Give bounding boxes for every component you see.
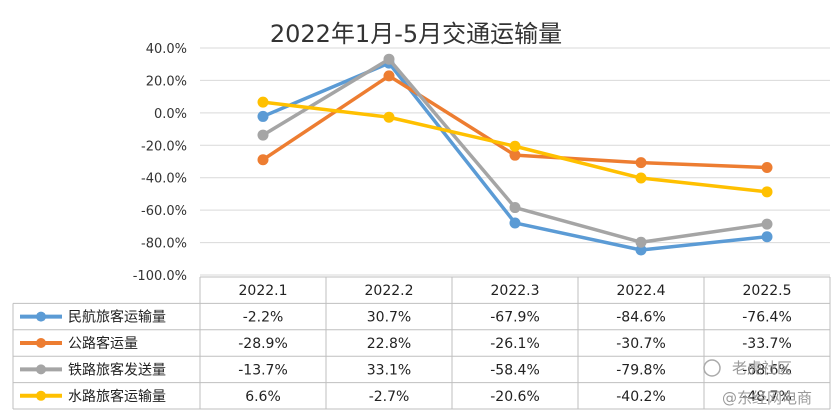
data-table-cell: -79.8% [616, 362, 666, 378]
y-tick-label: 0.0% [154, 107, 187, 122]
data-table-header: 2022.1 2022.2 2022.3 2022.4 2022.5 [239, 283, 792, 299]
data-point [257, 154, 269, 166]
data-point [635, 172, 647, 184]
watermark-logo-icon [703, 359, 721, 377]
x-category-label: 2022.4 [617, 283, 666, 299]
data-table-cell: -13.7% [238, 362, 288, 378]
x-category-label: 2022.5 [743, 283, 792, 299]
data-point [509, 149, 521, 161]
data-table-rows: 民航旅客运输量 -2.2% 30.7% -67.9% -84.6% -76.4% 公路客运量… [20, 309, 792, 405]
data-point [635, 236, 647, 248]
data-point [509, 202, 521, 214]
legend-key-marker [36, 311, 46, 322]
y-tick-label: -80.0% [141, 237, 187, 252]
y-axis-ticks: 40.0% 20.0% 0.0% -20.0% -40.0% -60.0% -80.0% -1… [133, 42, 187, 284]
data-point [383, 111, 395, 123]
plot-series [257, 53, 773, 256]
x-category-label: 2022.1 [239, 283, 288, 299]
data-point [383, 53, 395, 65]
legend-key-marker [36, 338, 46, 348]
data-point [761, 161, 773, 173]
data-table-cell: -68.6% [742, 362, 792, 378]
data-point [509, 217, 521, 229]
data-table-cell: -28.9% [238, 336, 288, 352]
data-table-cell: -26.1% [490, 336, 540, 352]
data-point [257, 129, 269, 141]
x-category-label: 2022.3 [491, 283, 540, 299]
data-table-cell: -20.6% [490, 389, 540, 405]
data-table-cell: -84.6% [616, 310, 666, 326]
data-point [257, 96, 269, 108]
legend-series-name: 民航旅客运输量 [68, 309, 166, 326]
data-point [257, 110, 269, 122]
watermark: 老虎社区 @东经网电商 [703, 359, 812, 407]
y-tick-label: -20.0% [141, 139, 187, 154]
y-tick-label: -100.0% [133, 269, 187, 284]
data-table-cell: -67.9% [490, 310, 540, 326]
data-table-cell: 22.8% [367, 336, 411, 352]
data-table-grid [12, 276, 831, 410]
data-table-cell: -76.4% [742, 310, 792, 326]
y-tick-label: 20.0% [146, 74, 187, 89]
data-table-cell: -40.2% [616, 389, 666, 405]
data-point [383, 70, 395, 82]
data-point [761, 218, 773, 230]
legend-series-name: 水路旅客运输量 [68, 388, 166, 405]
chart-title: 2022年1月-5月交通运输量 [270, 20, 562, 48]
data-point [509, 140, 521, 152]
data-table-cell: -2.7% [369, 389, 410, 405]
data-table-cell: -48.7% [742, 389, 792, 405]
data-table-cell: -58.4% [490, 362, 540, 378]
data-table-cell: -2.2% [243, 310, 284, 326]
data-table-cell: 6.6% [245, 389, 281, 405]
data-table-cell: -30.7% [616, 336, 666, 352]
data-table-cell: 30.7% [367, 310, 411, 326]
watermark-handle: @东经网电商 [722, 389, 812, 407]
legend-key-marker [36, 364, 46, 375]
data-point [761, 231, 773, 243]
y-tick-label: -60.0% [141, 204, 187, 219]
y-tick-label: 40.0% [146, 42, 187, 57]
data-point [635, 157, 647, 169]
x-category-label: 2022.2 [365, 283, 414, 299]
legend-series-name: 铁路旅客发送量 [68, 361, 166, 378]
data-point [635, 244, 647, 256]
data-point [761, 186, 773, 198]
data-table-cell: 33.1% [367, 362, 411, 378]
watermark-text: 老虎社区 [732, 359, 792, 377]
legend-key-marker [36, 390, 46, 401]
legend-series-name: 公路客运量 [68, 335, 138, 352]
y-tick-label: -40.0% [141, 172, 187, 187]
data-table-cell: -33.7% [742, 336, 792, 352]
